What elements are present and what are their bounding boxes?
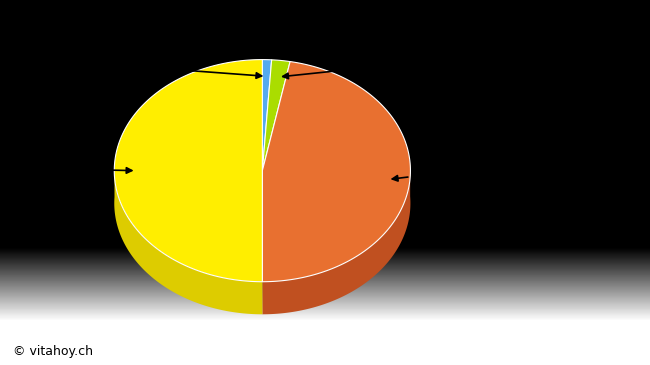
Polygon shape	[114, 59, 263, 282]
Polygon shape	[263, 59, 272, 171]
Text: Lipides 50 %: Lipides 50 %	[0, 159, 132, 177]
Polygon shape	[263, 164, 410, 314]
Polygon shape	[263, 60, 290, 171]
Text: Protéines 47 %: Protéines 47 %	[392, 159, 554, 181]
Text: © vitahoy.ch: © vitahoy.ch	[13, 345, 93, 358]
Polygon shape	[263, 62, 410, 282]
Text: Distribution de calories: M-Classic Hacksteak (Migros): Distribution de calories: M-Classic Hack…	[36, 12, 630, 31]
Text: Glucides 2 %: Glucides 2 %	[283, 47, 533, 79]
Text: Fibres 1 %: Fibres 1 %	[0, 47, 262, 78]
Polygon shape	[114, 165, 263, 314]
